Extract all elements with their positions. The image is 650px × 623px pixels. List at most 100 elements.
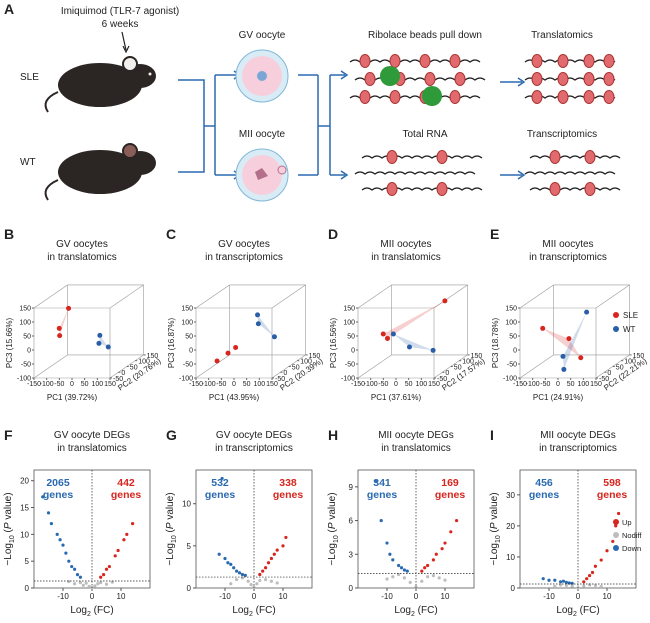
point [585, 577, 589, 581]
legend-label: WT [623, 325, 636, 334]
x-label-part: Log [394, 605, 411, 616]
y-tick-label: 0 [349, 584, 354, 593]
x-tick-label: -10 [219, 592, 231, 601]
z-tick-label: 100 [19, 320, 31, 327]
point [258, 578, 262, 583]
legend-swatch [613, 326, 619, 332]
point [249, 583, 253, 587]
arrow-head [340, 70, 349, 180]
y-tick-label: 5 [187, 542, 192, 551]
x-axis-label: PC1 (43.95%) [209, 393, 260, 402]
group-hull [257, 314, 275, 337]
point [599, 558, 603, 562]
point [449, 530, 453, 534]
point [399, 566, 404, 570]
point [55, 532, 59, 536]
point [49, 522, 54, 526]
z-tick-label: 0 [27, 348, 31, 355]
bead [422, 86, 442, 106]
box-edge [357, 284, 392, 309]
point [264, 577, 268, 582]
y-label-part: ( [327, 528, 338, 535]
point [420, 569, 424, 573]
x-tick-label: 0 [576, 592, 581, 601]
y-tick-label: 10 [506, 553, 515, 562]
x-tick-label: 150 [590, 381, 602, 388]
point [67, 559, 71, 563]
point [275, 581, 279, 585]
z-axis-label: PC3 (15.66%) [5, 318, 14, 369]
point [434, 552, 438, 556]
point [402, 576, 406, 580]
z-tick-label: 50 [23, 334, 31, 341]
point [614, 524, 618, 528]
point [99, 575, 103, 579]
z-axis-label: PC3 (16.87%) [167, 318, 176, 369]
duration: 6 weeks [102, 19, 139, 30]
chart-title: in transcriptomics [205, 252, 283, 263]
point [61, 543, 65, 547]
arrow [500, 81, 522, 176]
point [423, 566, 427, 570]
x-tick-label: 0 [414, 592, 419, 601]
point [99, 581, 103, 585]
box-edge [195, 284, 230, 309]
point [431, 574, 435, 578]
y-tick-label: -50 [437, 376, 447, 383]
point [116, 548, 120, 553]
y-axis-label: −Log10 (P value) [3, 492, 16, 565]
x-tick-label: -10 [381, 592, 393, 601]
ribosome [359, 90, 371, 104]
x-axis-label: Log2 (FC) [394, 605, 437, 618]
legend-label: Up [622, 518, 632, 527]
x-tick-label: -10 [57, 592, 69, 601]
ribosome [419, 54, 431, 68]
arrow [121, 31, 127, 51]
z-tick-label: 0 [513, 348, 517, 355]
point [408, 580, 412, 584]
panel-label: H [328, 427, 338, 443]
y-tick-label: 3 [349, 550, 354, 559]
x-axis-label: PC1 (24.91%) [533, 393, 584, 402]
x-tick-label: -100 [202, 381, 216, 388]
point [588, 573, 592, 578]
point [113, 554, 117, 558]
panel-label: C [166, 226, 176, 242]
ribosome [449, 54, 461, 68]
x-tick-label: -150 [189, 381, 203, 388]
point [405, 569, 409, 573]
point [437, 576, 441, 580]
y-axis-label: −Log10 (P value) [165, 492, 178, 565]
x-axis-label: Log2 (FC) [232, 605, 275, 618]
point [255, 312, 261, 318]
z-tick-label: 100 [181, 320, 193, 327]
y-tick-label: 0 [283, 370, 287, 377]
point [243, 573, 247, 577]
box-edge [109, 284, 144, 309]
bracket [298, 74, 345, 176]
x-label-part: (FC) [415, 605, 438, 616]
point [75, 572, 80, 577]
point [70, 564, 74, 569]
panel-label: D [328, 226, 338, 242]
point [442, 298, 448, 304]
y-tick-label: 100 [300, 359, 312, 366]
x-tick-label: 100 [253, 381, 265, 388]
y-axis-label: −Log10 (P value) [489, 492, 502, 565]
z-tick-label: 50 [347, 334, 355, 341]
point [561, 366, 567, 372]
point [232, 566, 236, 570]
ribosome [584, 182, 596, 196]
panel-label: F [4, 427, 13, 443]
x-tick-label: -150 [27, 381, 41, 388]
point [430, 347, 436, 353]
point [41, 495, 45, 499]
z-tick-label: -50 [507, 362, 517, 369]
legend-label: Down [622, 544, 641, 553]
point [107, 564, 111, 569]
point [67, 579, 71, 584]
point [233, 345, 239, 351]
x-tick-label: 100 [91, 381, 103, 388]
x-label-part: (FC) [253, 605, 276, 616]
point [269, 556, 273, 561]
